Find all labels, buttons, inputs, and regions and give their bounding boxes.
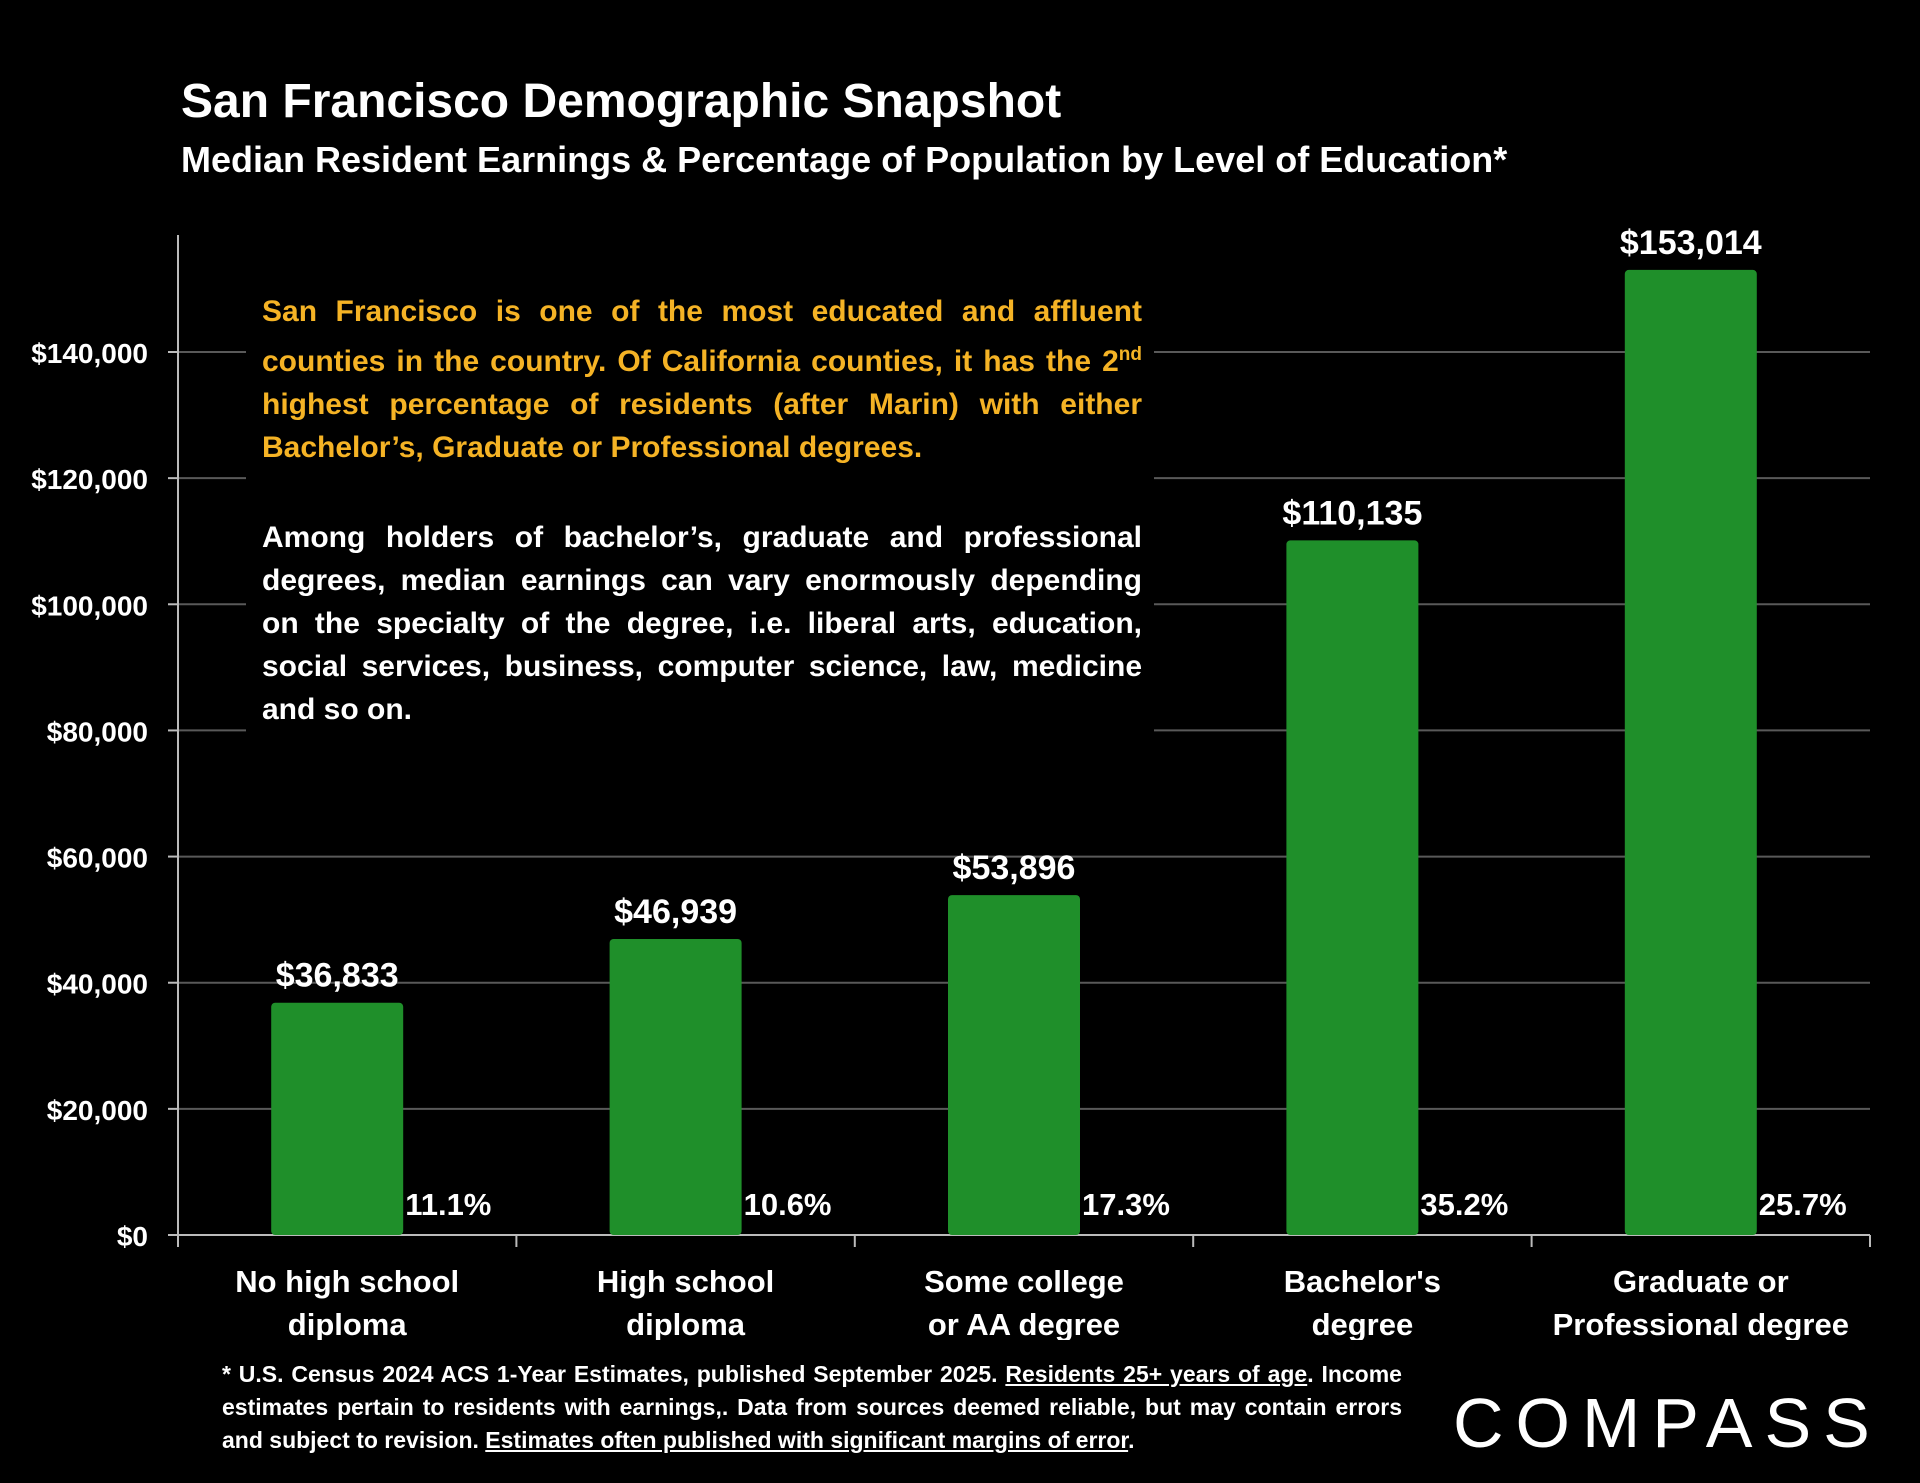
bar — [1286, 540, 1419, 1235]
x-category-label: Graduate or — [1613, 1264, 1789, 1299]
footnote-link-margins: Estimates often published with significa… — [485, 1427, 1129, 1453]
x-category-label: No high school — [235, 1264, 459, 1299]
chart-subtitle: Median Resident Earnings & Percentage of… — [181, 139, 1508, 180]
bar-value-label: $36,833 — [276, 957, 399, 995]
bar-percent-label: 25.7% — [1759, 1187, 1847, 1222]
y-tick-label: $60,000 — [47, 843, 148, 874]
source-footnote: * U.S. Census 2024 ACS 1-Year Estimates,… — [222, 1361, 1402, 1453]
x-category-label: Bachelor's — [1284, 1264, 1441, 1299]
y-tick-label: $0 — [117, 1221, 148, 1252]
bar-chart: $0 $20,000 $40,000 $60,000 $80,000 $100,000 $1… — [31, 224, 1871, 1340]
y-tick-label: $100,000 — [31, 590, 148, 621]
bar — [271, 1002, 404, 1235]
x-category-label: Professional degree — [1553, 1307, 1849, 1340]
bar-value-label: $153,014 — [1620, 224, 1762, 262]
y-tick-label: $80,000 — [47, 716, 148, 747]
y-tick-label: $20,000 — [47, 1095, 148, 1126]
chart-title: San Francisco Demographic Snapshot — [181, 75, 1062, 128]
footnote-link-residents: Residents 25+ years of age — [1005, 1361, 1308, 1387]
bar — [609, 938, 742, 1235]
bar-percent-label: 11.1% — [405, 1187, 491, 1222]
bar — [1624, 269, 1757, 1236]
x-category-label: diploma — [626, 1307, 746, 1340]
bar — [948, 895, 1080, 1235]
x-category-label: High school — [597, 1264, 774, 1299]
superscript-nd: nd — [1118, 344, 1142, 365]
y-tick-label: $140,000 — [31, 338, 148, 369]
x-category-label: diploma — [288, 1307, 408, 1340]
callout-paragraph-1: San Francisco is one of the most educate… — [262, 295, 1142, 464]
bar-value-label: $53,896 — [953, 849, 1076, 887]
x-category-label: or AA degree — [928, 1307, 1120, 1340]
bar-percent-label: 17.3% — [1082, 1187, 1170, 1222]
x-category-label: Some college — [924, 1264, 1124, 1299]
bar-value-label: $46,939 — [614, 893, 737, 931]
callout-box: San Francisco is one of the most educate… — [246, 284, 1154, 743]
bar-percent-label: 35.2% — [1420, 1187, 1508, 1222]
compass-logo: COMPASS — [1453, 1384, 1882, 1462]
y-tick-label: $120,000 — [31, 464, 148, 495]
y-tick-label: $40,000 — [47, 969, 148, 1000]
x-category-label: degree — [1312, 1307, 1414, 1340]
bar-value-label: $110,135 — [1282, 494, 1422, 532]
callout-paragraph-2: Among holders of bachelor’s, graduate an… — [262, 521, 1142, 726]
bar-percent-label: 10.6% — [744, 1187, 832, 1222]
